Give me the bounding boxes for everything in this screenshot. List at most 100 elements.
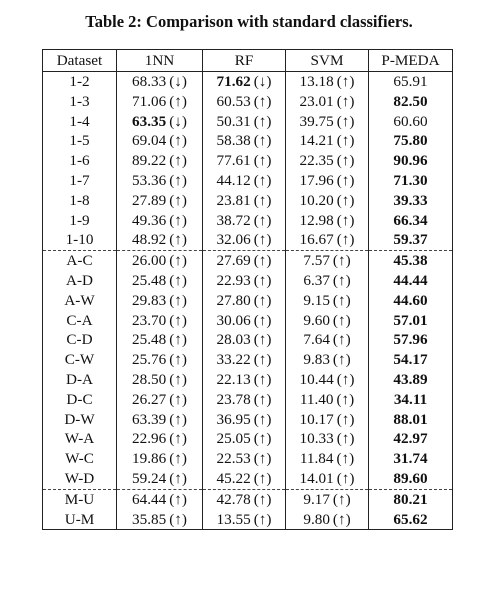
accuracy-value: 63.35 — [132, 112, 167, 130]
cell-rf: 38.72 (↑) — [202, 210, 286, 231]
arrow-up-icon: (↑) — [336, 430, 355, 448]
cell-pmeda: 44.60 — [368, 290, 453, 311]
table-row: D-W 63.39 (↑) 36.95 (↑) 10.17 (↑) 88.01 — [42, 409, 453, 430]
accuracy-value: 26.27 — [132, 390, 167, 408]
dataset-cell: A-C — [42, 250, 117, 271]
accuracy-value: 38.72 — [216, 211, 251, 229]
dataset-cell: A-D — [42, 270, 117, 291]
arrow-up-icon: (↑) — [336, 152, 355, 170]
accuracy-value: 77.61 — [216, 152, 251, 170]
arrow-up-icon: (↑) — [336, 73, 355, 90]
accuracy-value: 10.17 — [299, 410, 334, 428]
dataset-cell: 1-2 — [42, 71, 117, 92]
table-row: C-A 23.70 (↑) 30.06 (↑) 9.60 (↑) 57.01 — [42, 310, 453, 331]
cell-1nn: 35.85 (↑) — [116, 509, 203, 531]
table-row: 1-6 89.22 (↑) 77.61 (↑) 22.35 (↑) 90.96 — [42, 151, 453, 171]
table-row: C-D 25.48 (↑) 28.03 (↑) 7.64 (↑) 57.96 — [42, 330, 453, 351]
cell-1nn: 64.44 (↑) — [116, 488, 203, 510]
cell-pmeda: 88.01 — [368, 409, 453, 430]
cell-rf: 77.61 (↑) — [202, 151, 286, 171]
cell-pmeda: 89.60 — [368, 468, 453, 490]
cell-1nn: 69.04 (↑) — [116, 131, 203, 152]
accuracy-value: 6.37 — [303, 271, 330, 289]
table-row: A-W 29.83 (↑) 27.80 (↑) 9.15 (↑) 44.60 — [42, 290, 453, 311]
cell-pmeda: 71.30 — [368, 170, 453, 191]
table-row: 1-5 69.04 (↑) 58.38 (↑) 14.21 (↑) 75.80 — [42, 131, 453, 152]
cell-svm: 10.33 (↑) — [285, 429, 369, 450]
arrow-up-icon: (↑) — [336, 132, 355, 150]
cell-1nn: 19.86 (↑) — [116, 449, 203, 469]
cell-pmeda: 57.96 — [368, 330, 453, 351]
accuracy-value: 26.00 — [132, 252, 167, 270]
cell-svm: 9.15 (↑) — [285, 290, 369, 311]
cell-rf: 36.95 (↑) — [202, 409, 286, 430]
arrow-up-icon: (↑) — [253, 490, 272, 508]
accuracy-value: 16.67 — [299, 231, 334, 249]
accuracy-value: 11.84 — [299, 450, 334, 468]
accuracy-value: 25.48 — [132, 331, 167, 349]
dataset-cell: M-U — [42, 488, 117, 510]
comparison-table: Dataset 1NN RF SVM P-MEDA 1-2 68.33 (↓) 71.… — [42, 49, 453, 531]
arrow-up-icon: (↑) — [336, 469, 355, 487]
cell-svm: 10.20 (↑) — [285, 190, 369, 211]
accuracy-value: 9.15 — [303, 291, 330, 309]
cell-svm: 9.17 (↑) — [285, 488, 369, 510]
arrow-up-icon: (↑) — [253, 331, 272, 349]
accuracy-value: 59.24 — [132, 469, 167, 487]
cell-svm: 7.57 (↑) — [285, 250, 369, 271]
dataset-cell: 1-7 — [42, 170, 117, 191]
arrow-up-icon: (↑) — [253, 390, 272, 408]
accuracy-value: 25.76 — [132, 351, 167, 369]
accuracy-value: 89.22 — [132, 152, 167, 170]
accuracy-value: 69.04 — [132, 132, 167, 150]
cell-pmeda: 75.80 — [368, 131, 453, 152]
cell-pmeda: 31.74 — [368, 449, 453, 469]
arrow-up-icon: (↑) — [253, 291, 272, 309]
accuracy-value: 10.20 — [299, 191, 334, 209]
header-row: Dataset 1NN RF SVM P-MEDA — [42, 49, 453, 72]
dataset-cell: 1-10 — [42, 230, 117, 251]
accuracy-value: 30.06 — [216, 311, 251, 329]
arrow-up-icon: (↑) — [169, 291, 187, 309]
arrow-up-icon: (↑) — [169, 191, 187, 209]
cell-rf: 23.81 (↑) — [202, 190, 286, 211]
accuracy-value: 58.38 — [216, 132, 251, 150]
dataset-cell: D-A — [42, 369, 117, 390]
cell-svm: 9.60 (↑) — [285, 310, 369, 331]
cell-rf: 71.62 (↓) — [202, 71, 286, 92]
accuracy-value: 53.36 — [132, 171, 167, 189]
cell-rf: 42.78 (↑) — [202, 488, 286, 510]
cell-pmeda: 57.01 — [368, 310, 453, 331]
table-caption: Table 2: Comparison with standard classi… — [85, 12, 413, 31]
cell-1nn: 25.48 (↑) — [116, 270, 203, 291]
cell-1nn: 48.92 (↑) — [116, 230, 203, 251]
arrow-up-icon: (↑) — [332, 490, 351, 508]
cell-pmeda: 65.91 — [368, 71, 453, 92]
arrow-up-icon: (↑) — [336, 191, 355, 209]
arrow-up-icon: (↑) — [169, 410, 187, 428]
accuracy-value: 12.98 — [299, 211, 334, 229]
dataset-cell: A-W — [42, 290, 117, 311]
cell-svm: 11.40 (↑) — [285, 389, 369, 410]
cell-svm: 13.18 (↑) — [285, 71, 369, 92]
cell-1nn: 49.36 (↑) — [116, 210, 203, 231]
arrow-up-icon: (↑) — [169, 311, 187, 329]
cell-rf: 30.06 (↑) — [202, 310, 286, 331]
arrow-up-icon: (↑) — [169, 231, 187, 249]
dataset-cell: 1-4 — [42, 111, 117, 132]
arrow-up-icon: (↑) — [253, 191, 272, 209]
arrow-up-icon: (↑) — [332, 331, 351, 349]
cell-1nn: 28.50 (↑) — [116, 369, 203, 390]
dataset-cell: 1-5 — [42, 131, 117, 152]
header-pmeda: P-MEDA — [368, 49, 453, 72]
accuracy-value: 36.95 — [216, 410, 251, 428]
arrow-up-icon: (↑) — [169, 92, 187, 110]
accuracy-value: 9.80 — [303, 510, 330, 528]
cell-pmeda: 65.62 — [368, 509, 453, 531]
cell-rf: 33.22 (↑) — [202, 350, 286, 370]
arrow-up-icon: (↑) — [336, 390, 355, 408]
table-row: 1-2 68.33 (↓) 71.62 (↓) 13.18 (↑) 65.91 — [42, 71, 453, 92]
accuracy-value: 22.13 — [216, 370, 251, 388]
accuracy-value: 22.53 — [216, 450, 251, 468]
dataset-cell: W-D — [42, 468, 117, 490]
